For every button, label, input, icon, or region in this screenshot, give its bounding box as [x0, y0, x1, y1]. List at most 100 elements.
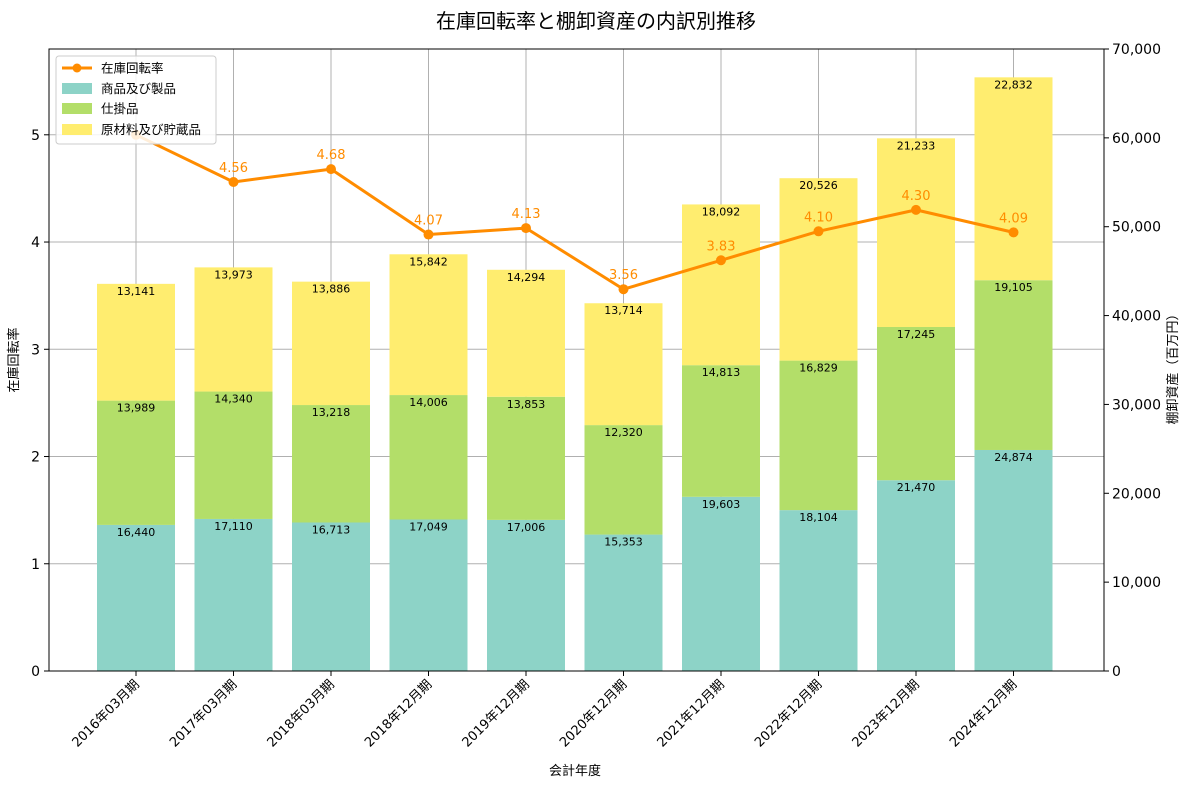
left-axis: 0 1 2 3 4 5 — [31, 128, 49, 680]
turnover-point — [716, 255, 726, 266]
bar-value-label: 15,353 — [604, 536, 643, 549]
turnover-value-label: 4.30 — [902, 189, 931, 204]
legend-box — [55, 55, 217, 145]
legend-label-turnover: 在庫回転率 — [101, 61, 164, 76]
turnover-value-label: 4.10 — [804, 210, 833, 225]
turnover-value-label: 4.56 — [219, 161, 248, 176]
bar-value-label: 13,989 — [117, 402, 156, 415]
bar-value-label: 17,110 — [214, 520, 253, 533]
bar-segment — [97, 524, 175, 671]
legend-label-materials: 原材料及び貯蔵品 — [101, 122, 201, 137]
turnover-value-label: 4.09 — [999, 211, 1028, 226]
bar-segment — [389, 519, 468, 671]
bar-segment — [974, 77, 1053, 281]
legend-label-wip: 仕掛品 — [101, 101, 139, 116]
left-tick-label: 3 — [31, 342, 40, 358]
turnover-value-label: 4.68 — [317, 148, 346, 163]
bar-value-label: 19,105 — [994, 281, 1033, 294]
x-tick-label: 2021年12月期 — [655, 677, 728, 750]
plot-frame — [48, 48, 1105, 672]
bar-value-label: 17,006 — [507, 521, 546, 534]
turnover-point — [911, 204, 921, 215]
legend-swatch-materials — [62, 124, 92, 135]
bar-value-label: 20,526 — [799, 179, 838, 192]
x-tick-label: 2016年03月期 — [70, 677, 143, 750]
x-axis: 2016年03月期 2017年03月期 2018年03月期 2018年12月期 2019… — [70, 671, 1020, 751]
bar-segment — [974, 280, 1053, 450]
bar-value-label: 16,440 — [117, 526, 156, 539]
bar-segment — [584, 303, 663, 426]
turnover-point — [423, 229, 434, 240]
bar-value-label: 14,340 — [214, 393, 253, 406]
bar-segment — [779, 360, 858, 511]
right-tick-label: 60,000 — [1112, 131, 1161, 147]
bar-segment — [877, 480, 955, 671]
bar-segment — [292, 281, 370, 406]
left-tick-label: 2 — [31, 450, 40, 466]
bar-value-label: 17,245 — [897, 328, 936, 341]
turnover-value-label: 3.83 — [707, 239, 736, 254]
legend-swatch-products — [62, 83, 92, 94]
bar-value-label: 14,813 — [702, 366, 741, 379]
bar-segment — [194, 267, 273, 392]
bar-value-label: 22,832 — [994, 78, 1033, 91]
bar-value-label: 16,829 — [799, 362, 838, 375]
legend-swatch-wip — [62, 103, 92, 114]
bar-segment — [584, 534, 663, 671]
x-tick-label: 2018年12月期 — [362, 677, 435, 750]
legend-label-products: 商品及び製品 — [101, 81, 176, 96]
right-tick-label: 40,000 — [1112, 309, 1161, 325]
bar-segment — [194, 518, 273, 671]
bar-segment — [487, 396, 565, 520]
turnover-point — [813, 226, 824, 237]
bar-segment — [682, 204, 760, 366]
bar-segment — [389, 254, 468, 396]
bar-value-label: 15,842 — [409, 255, 448, 268]
x-tick-label: 2019年12月期 — [460, 677, 533, 750]
right-tick-label: 70,000 — [1112, 42, 1161, 58]
bar-value-label: 21,470 — [897, 481, 936, 494]
chart-title: 在庫回転率と棚卸資産の内訳別推移 — [436, 9, 756, 33]
right-tick-label: 30,000 — [1112, 397, 1161, 413]
turnover-value-label: 3.56 — [609, 268, 638, 283]
turnover-point — [521, 223, 531, 234]
bar-value-label: 13,714 — [604, 304, 643, 317]
bar-labels: 16,440 13,989 13,141 17,110 14,340 13,973 16,7… — [117, 78, 1033, 548]
bar-segment — [292, 405, 370, 523]
legend-line-marker — [72, 63, 82, 73]
turnover-value-label: 4.07 — [414, 214, 443, 229]
bar-segment — [292, 522, 370, 671]
bar-segment — [487, 269, 565, 397]
turnover-point — [228, 176, 239, 187]
x-axis-label: 会計年度 — [549, 763, 601, 779]
bar-value-label: 16,713 — [312, 523, 351, 536]
bar-value-label: 13,853 — [507, 398, 546, 411]
x-tick-label: 2024年12月期 — [947, 677, 1020, 750]
bar-value-label: 13,886 — [312, 283, 351, 296]
x-tick-label: 2020年12月期 — [557, 677, 630, 750]
turnover-line-path — [135, 133, 1014, 291]
right-tick-label: 0 — [1112, 664, 1121, 680]
bar-value-label: 12,320 — [604, 426, 643, 439]
bar-segment — [682, 496, 760, 671]
bar-value-label: 14,006 — [409, 396, 448, 409]
bar-value-label: 13,973 — [214, 268, 253, 281]
x-tick-label: 2018年03月期 — [265, 677, 338, 750]
bar-segment — [389, 395, 468, 520]
bar-value-label: 13,141 — [117, 285, 156, 298]
bar-value-label: 13,218 — [312, 406, 351, 419]
left-tick-label: 5 — [31, 128, 40, 144]
bar-segment — [779, 510, 858, 671]
left-tick-label: 1 — [31, 557, 40, 573]
left-tick-label: 4 — [31, 235, 40, 251]
right-tick-label: 50,000 — [1112, 220, 1161, 236]
turnover-line: 4.56 4.68 4.07 4.13 3.56 3.83 4.10 4.30 4.09 — [131, 129, 1028, 295]
bar-value-label: 19,603 — [702, 498, 741, 511]
turnover-point — [618, 284, 629, 295]
bar-value-label: 24,874 — [994, 451, 1033, 464]
x-tick-label: 2023年12月期 — [850, 677, 923, 750]
right-axis: 0 10,000 20,000 30,000 40,000 50,000 60,000 70,… — [1104, 42, 1161, 680]
bar-value-label: 17,049 — [409, 521, 448, 534]
bar-segment — [487, 519, 565, 671]
bar-value-label: 18,104 — [799, 511, 838, 524]
